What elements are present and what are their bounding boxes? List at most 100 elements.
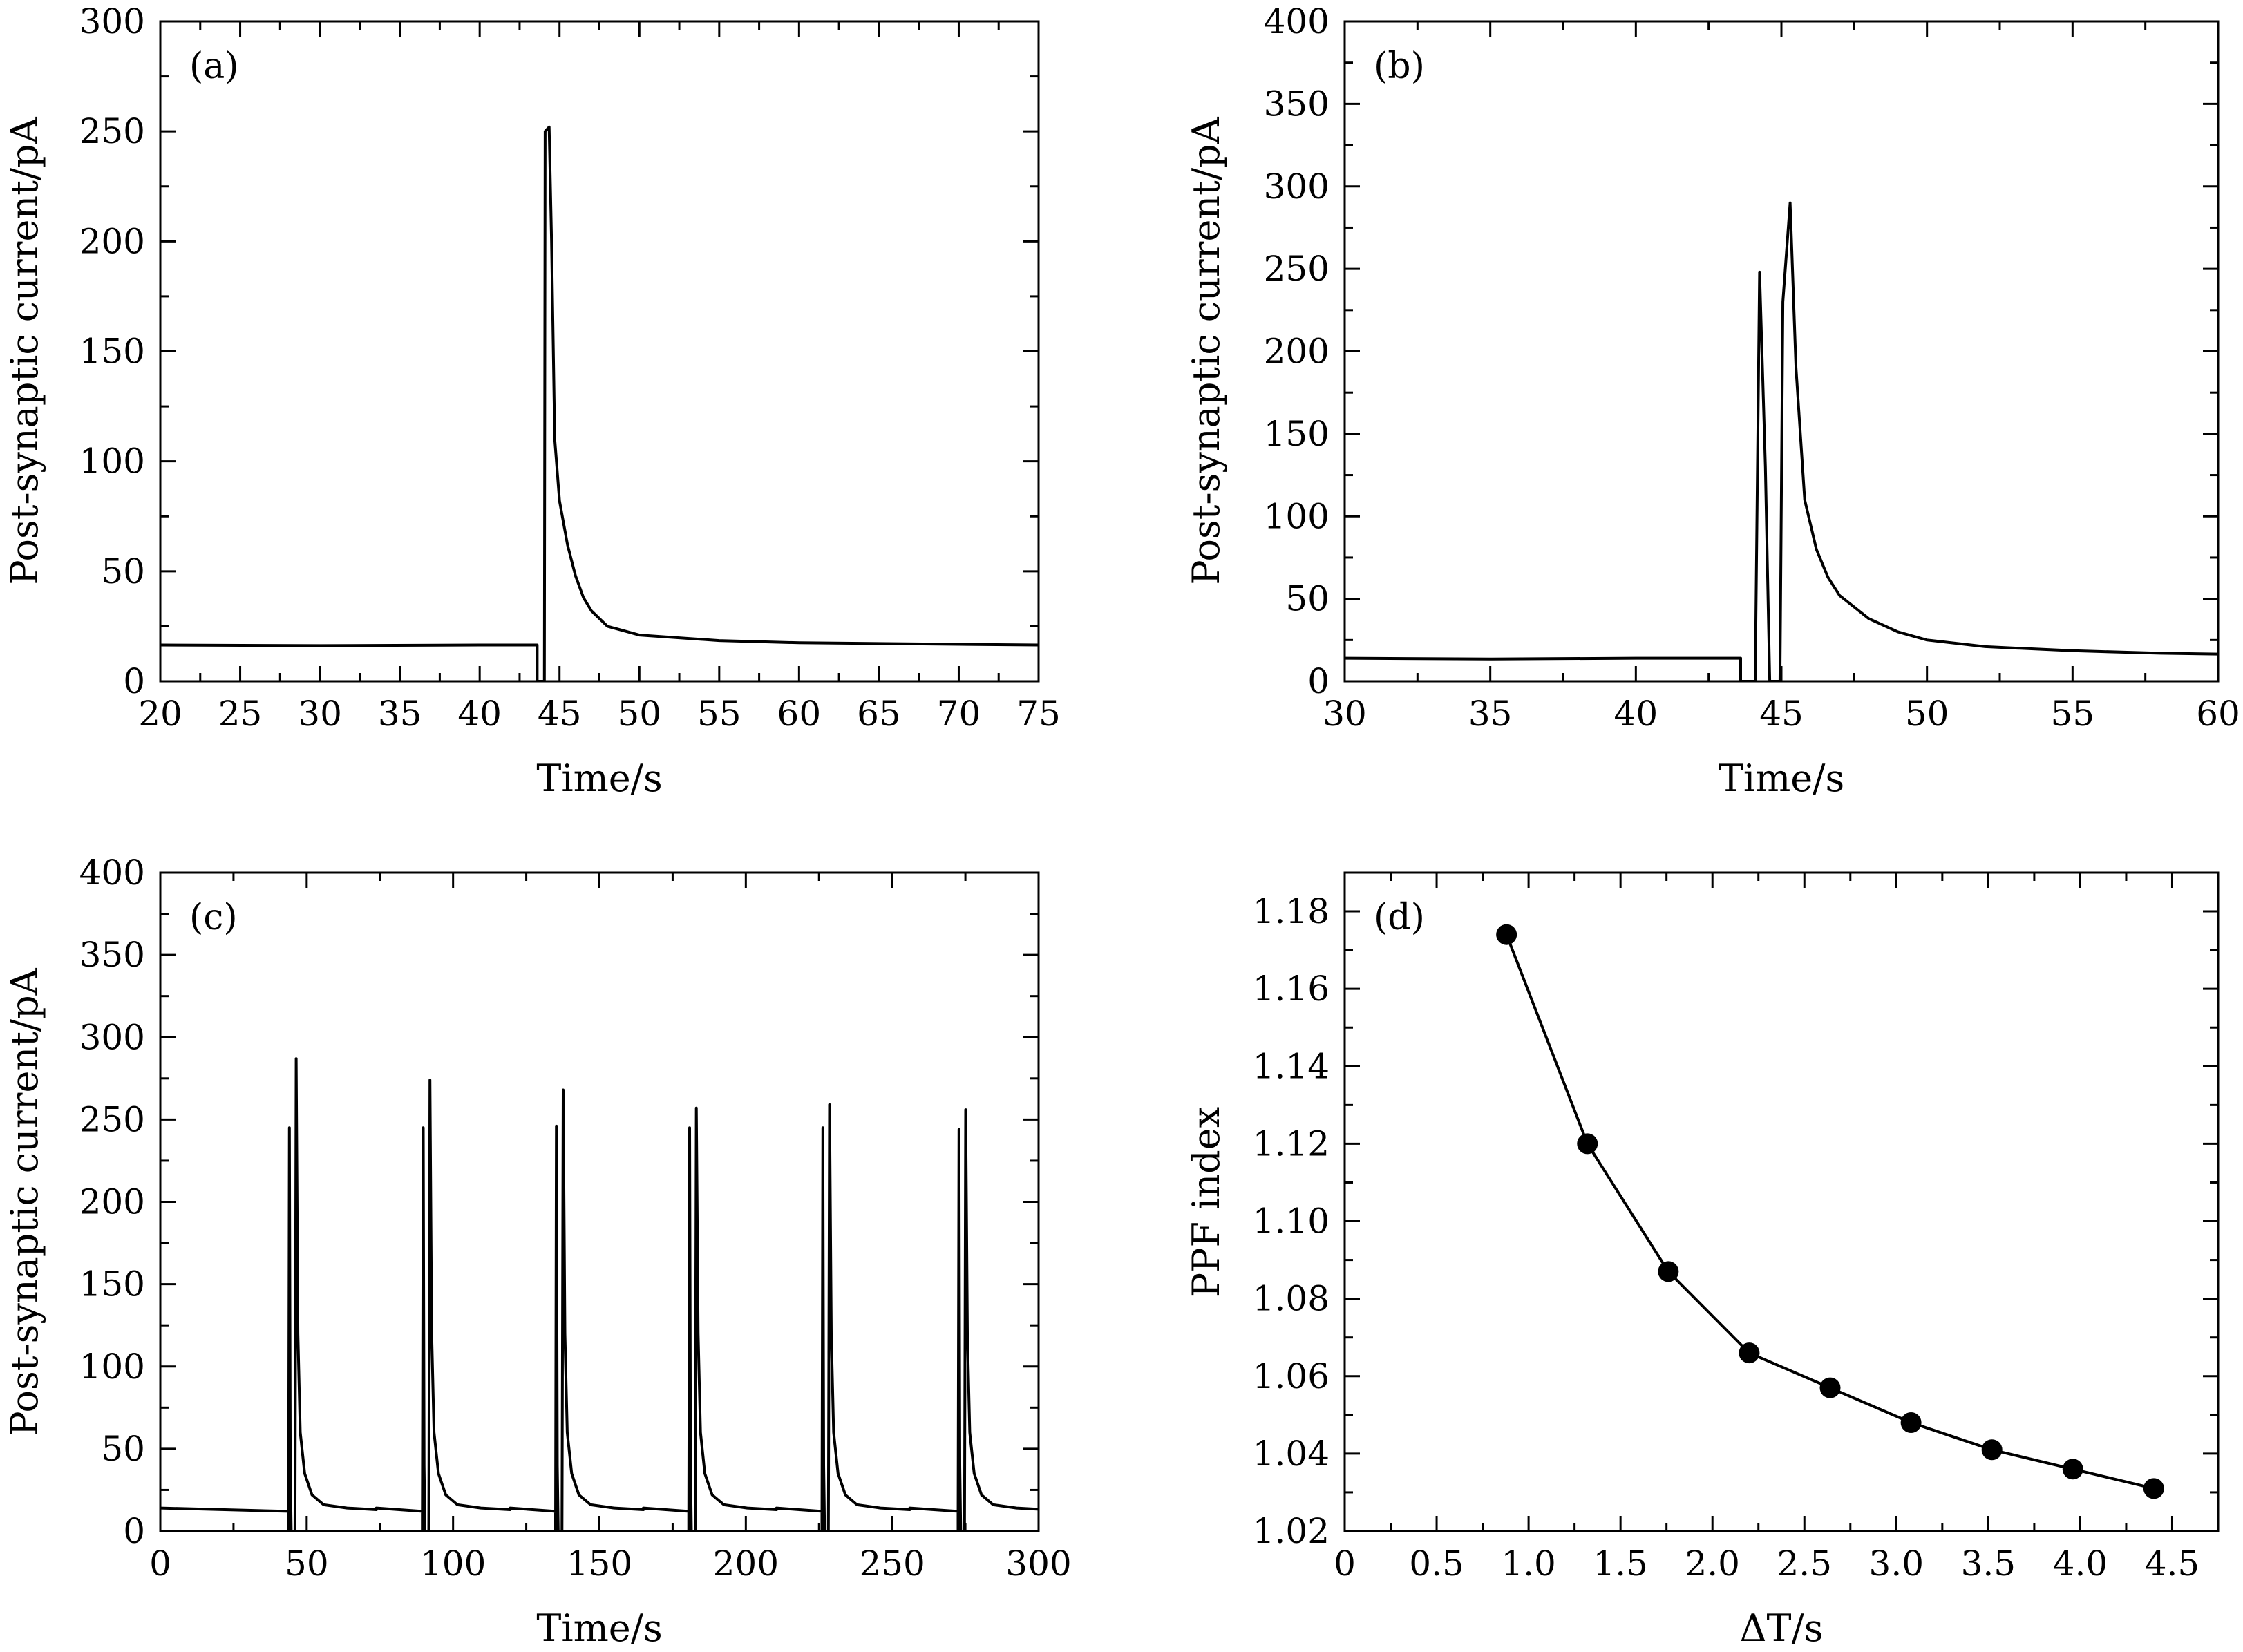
x-tick-label: 3.5 [1961, 1544, 2016, 1584]
y-tick-label: 0 [123, 1511, 145, 1551]
y-tick-label: 250 [79, 111, 145, 151]
panel-letter: (d) [1374, 897, 1425, 938]
x-tick-label: 0 [149, 1544, 171, 1584]
y-tick-label: 150 [79, 332, 145, 372]
x-tick-label: 60 [2196, 694, 2240, 734]
panel-b: 30 35 40 45 50 55 60 0 50 100 150 200 250 300 350 400 Ti… [1184, 1, 2240, 800]
plot-frame [159, 20, 1040, 683]
data-point [1577, 1133, 1598, 1155]
x-tick-label: 0.5 [1409, 1544, 1464, 1584]
x-tick-label: 20 [138, 694, 182, 734]
y-axis-label: Post-synaptic current/pA [3, 967, 46, 1436]
x-tick-label: 55 [697, 694, 741, 734]
x-tick-label: 30 [1323, 694, 1367, 734]
y-tick-label: 150 [79, 1264, 145, 1304]
x-tick-label: 4.0 [2053, 1544, 2108, 1584]
y-tick-label: 1.04 [1253, 1434, 1329, 1474]
data-point [1739, 1342, 1760, 1364]
x-tick-label: 35 [378, 694, 422, 734]
data-point [1658, 1261, 1679, 1282]
y-tick-label: 1.16 [1253, 969, 1329, 1009]
x-tick-label: 40 [457, 694, 502, 734]
y-tick-label: 300 [79, 1017, 145, 1057]
data-point [2062, 1459, 2083, 1480]
x-tick-label: 45 [1759, 694, 1804, 734]
x-tick-label: 40 [1614, 694, 1658, 734]
x-tick-label: 65 [857, 694, 901, 734]
x-tick-label: 30 [298, 694, 342, 734]
x-axis-label: Time/s [1719, 757, 1844, 800]
y-tick-label: 300 [1264, 167, 1329, 207]
panel-letter: (b) [1374, 46, 1425, 87]
y-tick-label: 1.06 [1253, 1356, 1329, 1396]
y-tick-label: 0 [1307, 661, 1329, 701]
y-tick-label: 200 [1264, 332, 1329, 372]
y-tick-label: 50 [101, 551, 145, 591]
x-tick-label: 300 [1005, 1544, 1071, 1584]
panel-letter: (c) [189, 897, 238, 938]
y-tick-label: 250 [79, 1099, 145, 1139]
y-tick-label: 400 [79, 853, 145, 893]
data-point [1496, 924, 1517, 945]
y-tick-label: 1.14 [1253, 1046, 1329, 1086]
data-point [1819, 1377, 1841, 1398]
plot-frame [1343, 871, 2220, 1532]
y-tick-label: 1.10 [1253, 1202, 1329, 1242]
x-tick-label: 3.0 [1869, 1544, 1924, 1584]
panel-d: 0 0.5 1.0 1.5 2.0 2.5 3.0 3.5 4.0 4.5 1.02 1.04 1.06… [1184, 871, 2220, 1650]
y-tick-label: 150 [1264, 414, 1329, 454]
x-tick-label: 60 [777, 694, 822, 734]
y-tick-label: 400 [1264, 1, 1329, 41]
x-tick-label: 200 [713, 1544, 779, 1584]
panel-c: 0 50 100 150 200 250 300 0 50 100 150 200 250 300 350 4… [3, 853, 1072, 1650]
x-axis-label: Time/s [536, 757, 662, 800]
x-axis-label: ΔT/s [1740, 1606, 1824, 1650]
x-tick-label: 50 [1905, 694, 1949, 734]
data-point [1981, 1439, 2003, 1461]
series-line [160, 125, 1039, 681]
y-tick-label: 1.12 [1253, 1123, 1329, 1164]
x-tick-label: 0 [1334, 1544, 1356, 1584]
y-tick-label: 100 [79, 442, 145, 482]
series-line [160, 1057, 1039, 1531]
x-tick-label: 2.0 [1685, 1544, 1740, 1584]
x-tick-label: 4.5 [2145, 1544, 2200, 1584]
x-tick-label: 2.5 [1777, 1544, 1832, 1584]
x-tick-label: 35 [1468, 694, 1513, 734]
y-tick-label: 350 [79, 935, 145, 975]
y-tick-label: 1.18 [1253, 891, 1329, 931]
y-tick-label: 350 [1264, 84, 1329, 124]
x-tick-label: 50 [617, 694, 661, 734]
y-axis-label: Post-synaptic current/pA [1184, 116, 1228, 585]
y-tick-label: 300 [79, 1, 145, 41]
x-tick-label: 1.0 [1501, 1544, 1556, 1584]
x-tick-label: 55 [2051, 694, 2095, 734]
x-tick-label: 250 [859, 1544, 925, 1584]
data-point [1900, 1412, 1922, 1434]
y-axis-label: PPF index [1184, 1107, 1228, 1298]
panel-a: 20 25 30 35 40 45 50 55 60 65 70 75 0 50 100 150 200 250 3… [3, 1, 1061, 800]
y-tick-label: 0 [123, 661, 145, 701]
x-tick-label: 70 [937, 694, 981, 734]
x-axis-label: Time/s [536, 1606, 662, 1650]
y-tick-label: 200 [79, 221, 145, 261]
x-tick-label: 50 [285, 1544, 329, 1584]
y-tick-label: 50 [101, 1429, 145, 1469]
series-line [1345, 201, 2218, 681]
data-point [2143, 1478, 2164, 1499]
series-line [1505, 933, 2155, 1490]
x-tick-label: 1.5 [1593, 1544, 1648, 1584]
x-tick-label: 45 [538, 694, 582, 734]
x-tick-label: 75 [1016, 694, 1061, 734]
y-axis-label: Post-synaptic current/pA [3, 116, 46, 585]
y-tick-label: 50 [1285, 579, 1329, 619]
y-tick-label: 1.02 [1253, 1511, 1329, 1551]
y-tick-label: 100 [1264, 496, 1329, 536]
y-tick-label: 1.08 [1253, 1279, 1329, 1319]
y-tick-label: 200 [79, 1182, 145, 1222]
y-tick-label: 250 [1264, 249, 1329, 289]
panel-letter: (a) [189, 46, 239, 87]
x-tick-label: 25 [218, 694, 263, 734]
y-tick-label: 100 [79, 1347, 145, 1387]
